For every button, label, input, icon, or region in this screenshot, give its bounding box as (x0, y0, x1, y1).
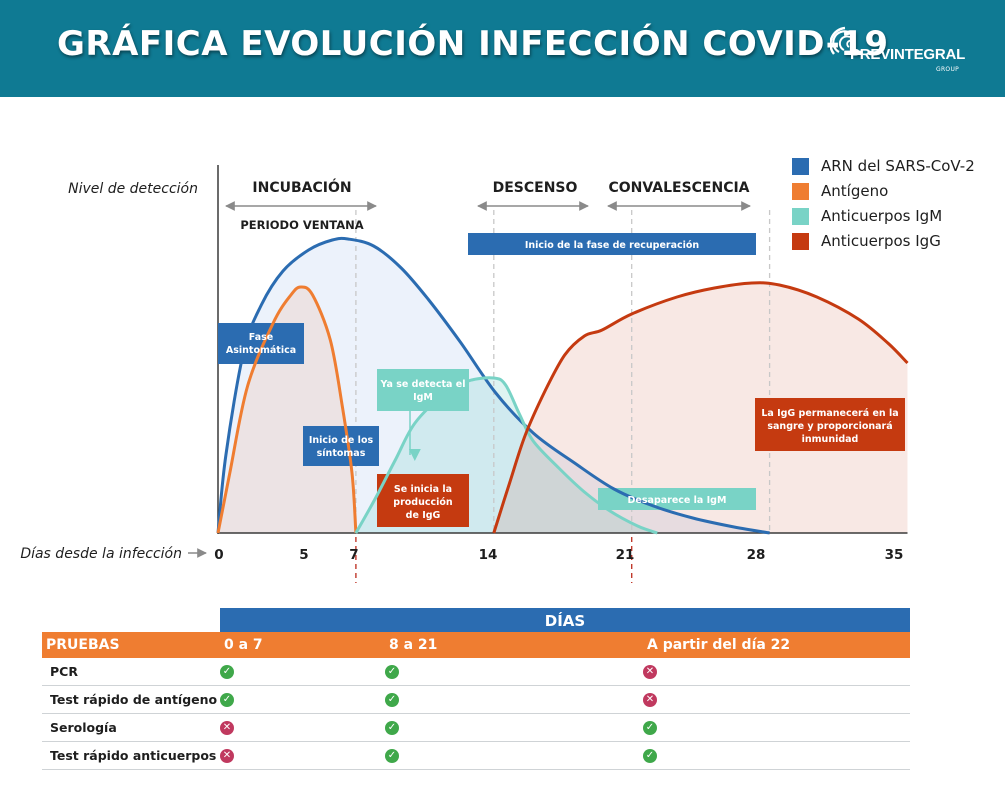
result-cell: ✕ (220, 713, 385, 742)
table-row: PCR ✓ ✓ ✕ (42, 658, 910, 686)
annotation-text-asymptomatic: Fase (249, 332, 273, 343)
column-header-days-0-7: 0 a 7 (220, 632, 385, 658)
legend-label: ARN del SARS-CoV-2 (821, 157, 975, 175)
annotation-text-igg-production: producción (393, 497, 453, 508)
table-header-row: PRUEBAS 0 a 7 8 a 21 A partir del día 22 (42, 632, 910, 658)
header-banner: GRÁFICA EVOLUCIÓN INFECCIÓN COVID-19 PRE… (0, 0, 1005, 97)
annotation-text-igg-remains: sangre y proporcionará (767, 421, 892, 432)
result-cell: ✓ (220, 658, 385, 686)
check-icon: ✓ (385, 721, 399, 736)
annotation-text-igg-production: Se inicia la (394, 484, 452, 495)
tests-table: PRUEBAS 0 a 7 8 a 21 A partir del día 22… (42, 632, 910, 770)
x-tick-label-28: 28 (747, 547, 766, 563)
infection-chart: INCUBACIÓN DESCENSO CONVALESCENCIA PERIODO … (20, 165, 909, 583)
annotation-text-igg-remains: La IgG permanecerá en la (761, 408, 898, 419)
cross-icon: ✕ (220, 721, 234, 736)
phase-label-incubation: INCUBACIÓN (252, 178, 351, 196)
phase-label-convalescence: CONVALESCENCIA (608, 180, 749, 196)
series-line-igg (492, 281, 909, 534)
annotation-box-recovery (468, 233, 756, 255)
x-tick-label-35: 35 (885, 547, 904, 563)
phase-label-descent: DESCENSO (493, 180, 578, 196)
result-cell: ✓ (220, 685, 385, 714)
table-row: Serología ✕ ✓ ✓ (42, 713, 910, 742)
days-header: DÍAS (220, 608, 910, 632)
series-fill-igg (493, 282, 908, 533)
annotation-box-igm-disappears (598, 488, 756, 510)
test-name-cell: Serología (42, 713, 220, 742)
series-line-arn (216, 236, 770, 535)
legend-swatch (792, 158, 809, 175)
result-cell: ✓ (385, 741, 643, 770)
check-icon: ✓ (220, 693, 234, 708)
annotation-text-asymptomatic: Asintomática (226, 345, 296, 356)
previntegral-logo: PREVINTEGRAL GROUP (828, 24, 978, 78)
x-tick-label-14: 14 (479, 547, 498, 563)
series-fill-antigen (218, 286, 356, 533)
table-row: Test rápido de antígeno ✓ ✓ ✕ (42, 685, 910, 714)
x-tick-label-7: 7 (349, 547, 358, 563)
annotation-box-asymptomatic (218, 323, 304, 364)
logo-name: PREVINTEGRAL (850, 46, 966, 63)
window-period-label: PERIODO VENTANA (240, 218, 363, 232)
check-icon: ✓ (385, 693, 399, 708)
check-icon: ✓ (220, 665, 234, 680)
annotation-text-igm-detected: Ya se detecta el (380, 379, 466, 390)
legend-swatch (792, 208, 809, 225)
check-icon: ✓ (643, 749, 657, 764)
column-header-day-22: A partir del día 22 (643, 632, 910, 658)
x-tick-label-21: 21 (616, 547, 635, 563)
check-icon: ✓ (385, 749, 399, 764)
series-line-antigen (216, 285, 358, 534)
test-name-cell: Test rápido de antígeno (42, 685, 220, 714)
result-cell: ✓ (643, 741, 910, 770)
logo-swirl-icon (830, 26, 853, 55)
logo-sub: GROUP (936, 66, 960, 73)
x-axis-title: Días desde la infección (20, 546, 182, 562)
annotation-text-igm-disappears: Desaparece la IgM (628, 495, 727, 506)
table-body: PCR ✓ ✓ ✕ Test rápido de antígeno ✓ ✓ ✕ Serologí… (42, 658, 910, 770)
result-cell: ✓ (385, 658, 643, 686)
legend-swatch (792, 233, 809, 250)
cross-icon: ✕ (643, 665, 657, 680)
annotation-text-recovery: Inicio de la fase de recuperación (525, 240, 700, 251)
cross-icon: ✕ (643, 693, 657, 708)
check-icon: ✓ (385, 665, 399, 680)
cross-icon: ✕ (220, 749, 234, 764)
annotation-text-igg-production: de IgG (406, 510, 441, 521)
column-header-tests: PRUEBAS (42, 632, 220, 658)
column-header-days-8-21: 8 a 21 (385, 632, 643, 658)
legend-label: Anticuerpos IgG (821, 232, 941, 250)
annotation-box-igg-remains (755, 398, 905, 451)
annotation-box-symptoms (303, 426, 379, 466)
legend-swatch (792, 183, 809, 200)
y-axis-title: Nivel de detección (68, 181, 198, 197)
result-cell: ✓ (643, 713, 910, 742)
result-cell: ✕ (643, 685, 910, 714)
check-icon: ✓ (643, 721, 657, 736)
x-tick-label-5: 5 (299, 547, 308, 563)
result-cell: ✕ (643, 658, 910, 686)
series-line-igm (354, 376, 658, 535)
table-row: Test rápido anticuerpos ✕ ✓ ✓ (42, 741, 910, 770)
test-name-cell: PCR (42, 658, 220, 686)
annotation-box-igg-production (377, 474, 469, 527)
x-tick-label-0: 0 (214, 547, 223, 563)
annotation-text-symptoms: síntomas (317, 448, 366, 459)
annotation-text-igg-remains: inmunidad (802, 434, 859, 445)
result-cell: ✕ (220, 741, 385, 770)
result-cell: ✓ (385, 685, 643, 714)
test-name-cell: Test rápido anticuerpos (42, 741, 220, 770)
page-title: GRÁFICA EVOLUCIÓN INFECCIÓN COVID-19 (57, 24, 889, 64)
annotation-box-igm-detected (377, 369, 469, 411)
annotation-text-symptoms: Inicio de los (309, 435, 374, 446)
legend-label: Antígeno (821, 182, 889, 200)
annotation-text-igm-detected: IgM (413, 392, 433, 403)
legend-label: Anticuerpos IgM (821, 207, 943, 225)
result-cell: ✓ (385, 713, 643, 742)
